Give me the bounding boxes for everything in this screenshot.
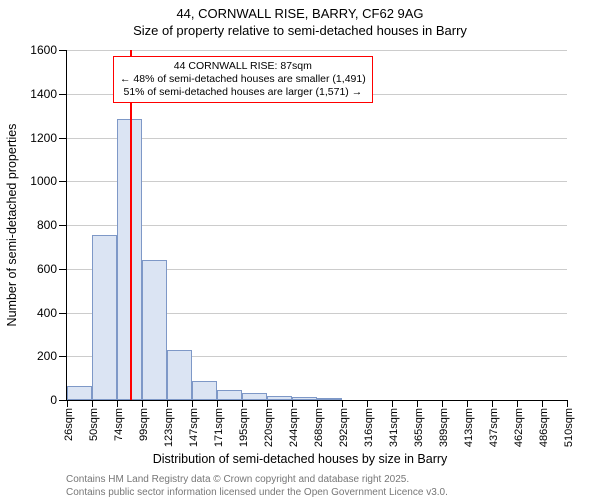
x-tick [492, 400, 493, 407]
x-tick-label: 365sqm [413, 408, 425, 447]
x-tick-label: 26sqm [63, 408, 75, 441]
histogram-bar [317, 398, 342, 400]
footer-line-1: Contains HM Land Registry data © Crown c… [66, 474, 448, 487]
histogram-bar [292, 397, 317, 400]
chart-container: 44, CORNWALL RISE, BARRY, CF62 9AG Size … [0, 0, 600, 500]
y-tick [59, 94, 66, 95]
y-tick-label: 600 [37, 262, 57, 276]
histogram-bar [92, 235, 117, 400]
x-tick-label: 510sqm [563, 408, 575, 447]
y-tick [59, 225, 66, 226]
x-tick [242, 400, 243, 407]
y-tick-label: 1000 [30, 174, 57, 188]
y-tick-label: 800 [37, 218, 57, 232]
gridline-h [67, 225, 567, 226]
x-tick [517, 400, 518, 407]
x-tick-label: 316sqm [363, 408, 375, 447]
y-tick [59, 356, 66, 357]
y-tick-label: 1600 [30, 43, 57, 57]
x-tick-label: 244sqm [288, 408, 300, 447]
x-tick-label: 50sqm [88, 408, 100, 441]
histogram-bar [242, 393, 267, 400]
plot-area: 0200400600800100012001400160026sqm50sqm7… [66, 50, 567, 401]
x-tick-label: 268sqm [313, 408, 325, 447]
x-tick [192, 400, 193, 407]
x-tick [442, 400, 443, 407]
gridline-h [67, 50, 567, 51]
x-tick [542, 400, 543, 407]
gridline-h [67, 181, 567, 182]
x-tick [417, 400, 418, 407]
x-tick [342, 400, 343, 407]
annotation-line-2: ← 48% of semi-detached houses are smalle… [120, 73, 366, 86]
x-tick-label: 74sqm [113, 408, 125, 441]
x-tick-label: 462sqm [513, 408, 525, 447]
x-tick-label: 220sqm [263, 408, 275, 447]
y-tick [59, 50, 66, 51]
y-tick-label: 1200 [30, 131, 57, 145]
y-tick [59, 269, 66, 270]
histogram-bar [192, 381, 217, 400]
x-tick [317, 400, 318, 407]
footer-attribution: Contains HM Land Registry data © Crown c… [66, 474, 448, 499]
histogram-bar [167, 350, 192, 400]
title-line-1: 44, CORNWALL RISE, BARRY, CF62 9AG [0, 6, 600, 23]
gridline-h [67, 138, 567, 139]
title-line-2: Size of property relative to semi-detach… [0, 23, 600, 40]
footer-line-2: Contains public sector information licen… [66, 487, 448, 500]
x-tick [217, 400, 218, 407]
x-tick [467, 400, 468, 407]
x-tick [67, 400, 68, 407]
x-tick-label: 486sqm [538, 408, 550, 447]
y-axis-label: Number of semi-detached properties [5, 124, 19, 327]
x-axis-label: Distribution of semi-detached houses by … [0, 452, 600, 466]
x-tick-label: 195sqm [238, 408, 250, 447]
histogram-bar [142, 260, 167, 400]
y-tick-label: 200 [37, 349, 57, 363]
x-tick-label: 389sqm [438, 408, 450, 447]
histogram-bar [67, 386, 92, 400]
x-tick [92, 400, 93, 407]
histogram-bar [267, 396, 292, 400]
histogram-bar [217, 390, 242, 400]
x-tick [367, 400, 368, 407]
y-tick [59, 400, 66, 401]
y-tick-label: 400 [37, 306, 57, 320]
x-tick-label: 171sqm [213, 408, 225, 447]
x-tick-label: 413sqm [463, 408, 475, 447]
x-tick-label: 292sqm [338, 408, 350, 447]
x-tick [567, 400, 568, 407]
x-tick-label: 147sqm [188, 408, 200, 447]
annotation-line-3: 51% of semi-detached houses are larger (… [120, 86, 366, 99]
x-tick [117, 400, 118, 407]
y-tick [59, 313, 66, 314]
x-tick [292, 400, 293, 407]
x-tick [167, 400, 168, 407]
x-tick [392, 400, 393, 407]
x-tick-label: 341sqm [388, 408, 400, 447]
x-tick-label: 437sqm [488, 408, 500, 447]
x-tick-label: 99sqm [138, 408, 150, 441]
x-tick-label: 123sqm [163, 408, 175, 447]
annotation-line-1: 44 CORNWALL RISE: 87sqm [120, 60, 366, 73]
x-tick [267, 400, 268, 407]
y-tick-label: 1400 [30, 87, 57, 101]
y-tick-label: 0 [50, 393, 57, 407]
chart-title: 44, CORNWALL RISE, BARRY, CF62 9AG Size … [0, 0, 600, 40]
y-tick [59, 181, 66, 182]
x-tick [142, 400, 143, 407]
annotation-box: 44 CORNWALL RISE: 87sqm ← 48% of semi-de… [113, 56, 373, 103]
y-tick [59, 138, 66, 139]
